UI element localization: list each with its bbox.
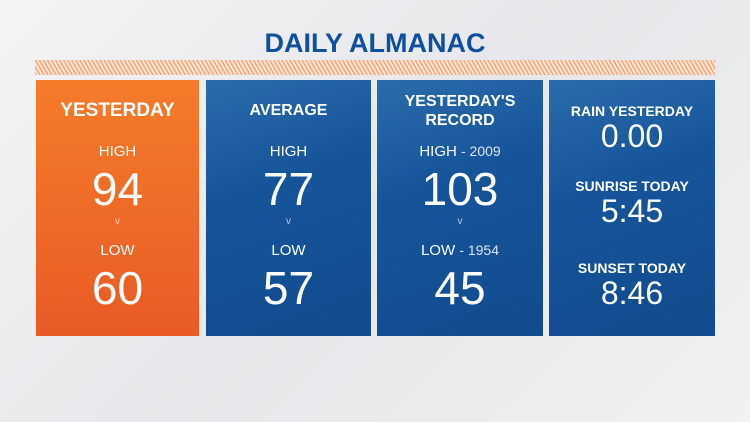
page-title: DAILY ALMANAC [264, 28, 486, 58]
decorative-stripe [35, 60, 715, 75]
panel-header-line2: RECORD [425, 112, 495, 129]
high-label: HIGH [269, 143, 308, 160]
low-year: - 1954 [459, 242, 500, 258]
separator: v [286, 216, 291, 227]
high-label: HIGH [419, 143, 457, 160]
sunset-label: SUNSET TODAY [577, 260, 687, 276]
rain-label: RAIN YESTERDAY [570, 103, 694, 119]
separator: v [457, 216, 463, 227]
low-value: 45 [434, 262, 486, 314]
sunrise-label: SUNRISE TODAY [575, 178, 689, 194]
high-label: HIGH [98, 143, 137, 160]
record-panel: YESTERDAY'S RECORD HIGH - 2009 103 v LOW… [377, 80, 543, 336]
sunset-value: 8:46 [600, 275, 664, 311]
panel-header: YESTERDAY [60, 100, 175, 121]
separator: v [115, 216, 120, 227]
panel-header: AVERAGE [249, 102, 328, 119]
misc-panel: RAIN YESTERDAY 0.00 SUNRISE TODAY 5:45 S… [549, 80, 715, 336]
average-panel: AVERAGE HIGH 77 v LOW 57 [206, 80, 371, 336]
high-value: 103 [421, 163, 499, 215]
low-value: 60 [91, 262, 144, 314]
panel-header-line1: YESTERDAY'S [404, 93, 516, 110]
sunrise-value: 5:45 [600, 193, 664, 229]
low-label: LOW [100, 242, 135, 259]
high-year: - 2009 [460, 143, 501, 159]
low-label: LOW [271, 242, 306, 259]
yesterday-panel: YESTERDAY HIGH 94 v LOW 60 [36, 80, 199, 336]
high-value: 94 [91, 163, 144, 215]
rain-value: 0.00 [600, 118, 664, 154]
high-value: 77 [262, 163, 315, 215]
low-value: 57 [262, 262, 315, 314]
low-label: LOW [420, 242, 456, 259]
